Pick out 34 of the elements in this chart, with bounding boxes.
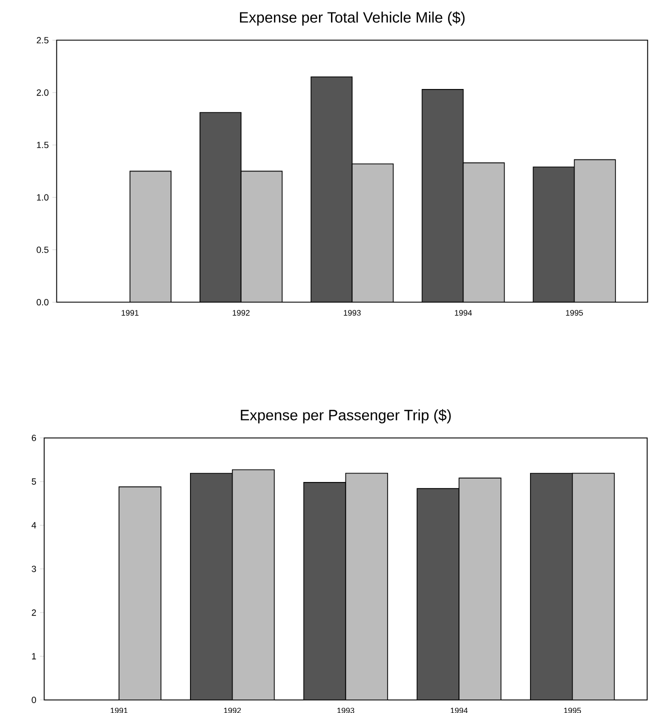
x-tick-label: 1995	[564, 708, 581, 713]
y-tick-label: 1	[32, 653, 36, 660]
bar	[574, 159, 616, 302]
y-tick-label: 2.0	[36, 89, 49, 96]
x-tick-label: 1994	[450, 708, 468, 713]
y-tick-label: 4	[32, 522, 36, 528]
x-tick-label: 1992	[232, 310, 250, 316]
y-tick-label: 0.5	[36, 246, 48, 253]
bar	[352, 163, 394, 302]
x-tick-label: 1994	[454, 310, 472, 316]
x-tick-label: 1992	[224, 708, 241, 713]
bar	[532, 166, 575, 302]
x-tick-label: 1993	[337, 708, 354, 713]
y-tick-label: 0.0	[36, 298, 49, 306]
y-tick-label: 2	[32, 609, 36, 616]
bar	[200, 112, 242, 302]
bar	[310, 76, 353, 302]
bar	[422, 89, 464, 302]
y-tick-label: 3	[32, 566, 36, 572]
bar	[130, 170, 172, 302]
y-tick-label: 6	[32, 434, 36, 442]
x-tick-label: 1991	[110, 708, 128, 713]
x-tick-label: 1991	[122, 310, 138, 316]
bar	[462, 162, 505, 302]
y-tick-label: 0	[32, 696, 36, 704]
bar	[241, 171, 282, 302]
y-tick-label: 5	[32, 478, 36, 485]
x-tick-label: 1993	[344, 310, 361, 316]
x-tick-label: 1995	[566, 310, 583, 316]
y-tick-label: 1.5	[37, 142, 48, 148]
y-tick-label: 1.0	[37, 194, 49, 201]
chart-title: Expense per Total Vehicle Mile ($)	[240, 11, 465, 26]
y-tick-label: 2.5	[36, 37, 48, 44]
chart-title: Expense per Passenger Trip ($)	[240, 409, 451, 424]
